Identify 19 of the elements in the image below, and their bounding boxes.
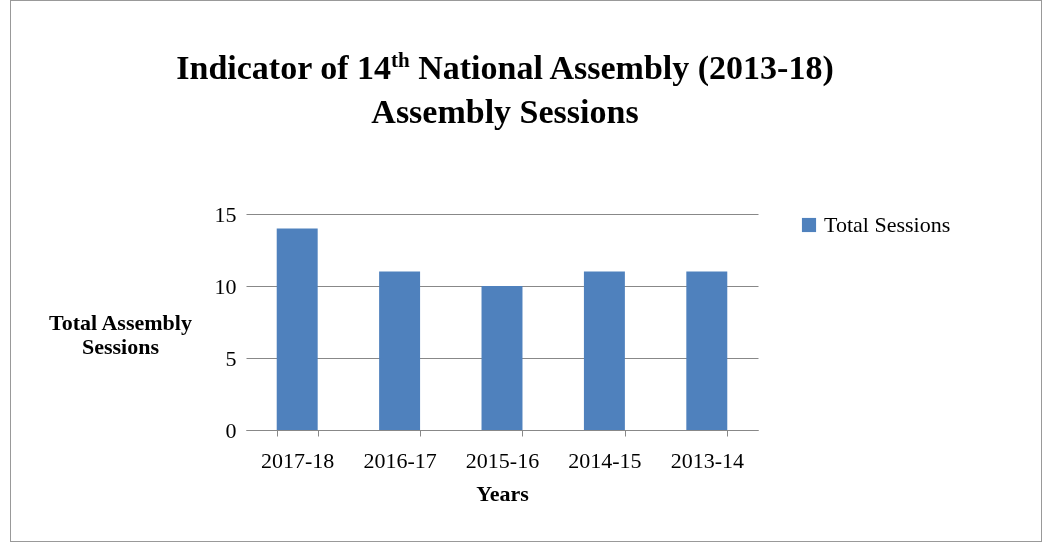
bar: [481, 286, 523, 430]
x-tick-label: 2015-16: [465, 447, 540, 473]
y-tick-label: 15: [214, 201, 237, 227]
x-tick-label: 2013-14: [670, 447, 744, 473]
x-tick-label: 2014-15: [568, 447, 642, 473]
bar: [686, 271, 728, 430]
x-tick-label: 2017-18: [261, 447, 335, 473]
x-tick-label: 2016-17: [363, 447, 437, 473]
legend-label: Total Sessions: [824, 212, 951, 237]
y-tick-label: 10: [214, 273, 237, 299]
bar: [379, 271, 421, 430]
bar: [583, 271, 625, 430]
x-axis-title: Years: [476, 480, 530, 506]
y-tick-label: 0: [225, 417, 237, 443]
chart-subtitle: Assembly Sessions: [370, 92, 640, 133]
chart-title: Indicator of 14$^{th}$ National Assembly (2013-18): [175, 47, 835, 89]
y-tick-label: 5: [225, 345, 237, 371]
bar: [276, 228, 318, 430]
y-axis-title: Total Assembly Sessions: [49, 309, 192, 359]
